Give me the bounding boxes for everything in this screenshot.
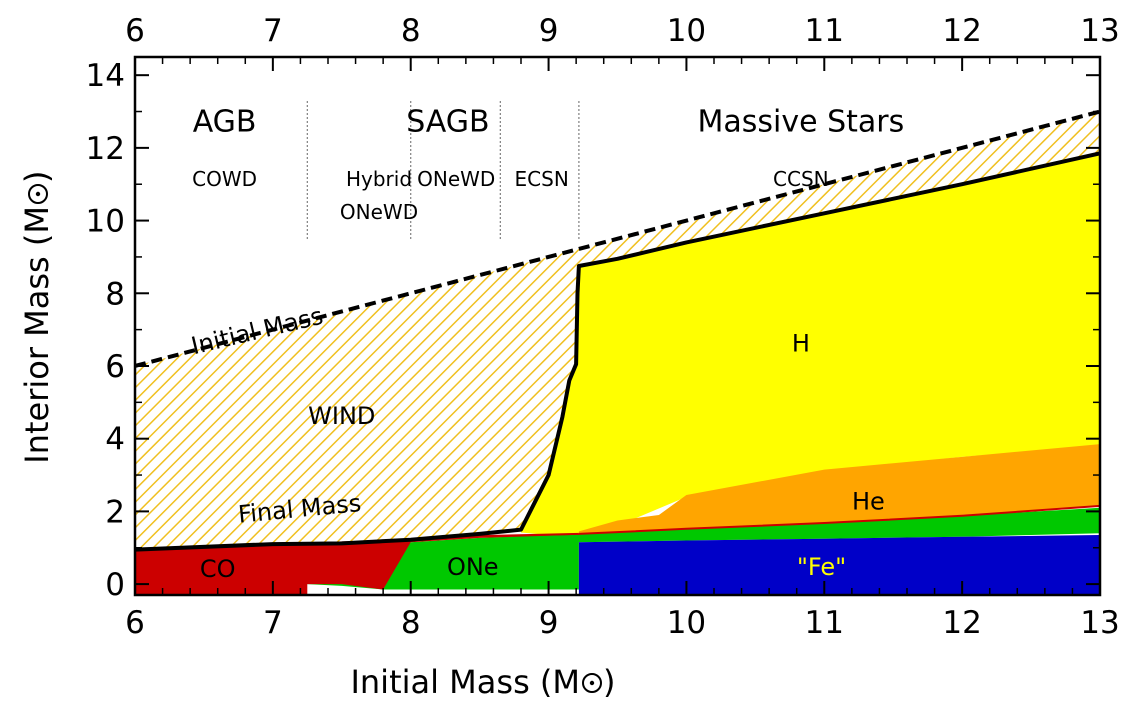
chart-axes: 6 6 7 7 8 8 9 9 10 10 11 11 12 12 13 13 0 2 4 6 8 10 12 14 Initi… [18,13,1120,701]
layer-label-fe: "Fe" [797,553,846,581]
wind-label: WIND [308,402,375,430]
region-title-agb: AGB [193,105,257,140]
y-tick-label: 12 [86,131,125,167]
x-tick-label-bottom: 13 [1080,605,1119,641]
x-tick-label-top: 11 [805,13,844,49]
layer-label-he: He [852,488,885,516]
y-tick-label: 4 [105,422,125,458]
plot-frame [133,55,1102,597]
x-axis-title-suffix: ) [603,663,615,701]
layer-co-area [135,533,579,595]
sun-symbol-x-dot [589,680,595,686]
sun-symbol-y-dot [35,191,41,197]
initial-mass-line [135,109,1100,368]
layer-label-h: H [792,329,810,357]
fate-label-cowd: COWD [192,167,257,191]
he-core-boundary-line [578,504,1100,535]
y-axis-title-group: Interior Mass (M) [18,171,56,464]
fate-label-hybrid: Hybrid [346,167,412,191]
x-tick-label-bottom: 11 [805,605,844,641]
layer-label-co: CO [200,555,236,583]
y-tick-label: 6 [105,349,125,385]
fate-label-onewd: ONeWD [417,167,495,191]
layer-label-one: ONe [447,553,499,581]
x-tick-label-top: 8 [401,13,421,49]
layer-he-area [578,444,1100,534]
fate-label-ccsn: CCSN [773,167,829,191]
sun-symbol-x [582,673,602,693]
x-tick-label-bottom: 8 [401,605,421,641]
layer-fe-area [578,535,1100,595]
region-title-massive-stars: Massive Stars [697,105,904,140]
x-axis-title: Initial Mass (M [350,663,580,701]
x-tick-label-bottom: 10 [667,605,706,641]
x-tick-label-bottom: 7 [263,605,283,641]
sun-symbol-y [28,184,48,204]
y-tick-label: 2 [105,494,125,530]
fate-label-ecsn: ECSN [515,167,569,191]
final-mass-line [135,151,1100,552]
x-tick-label-top: 7 [263,13,283,49]
y-tick-label: 14 [86,58,125,94]
y-axis-title: Interior Mass (M [18,206,56,464]
y-tick-label: 0 [105,567,125,603]
y-tick-label: 8 [105,276,125,312]
x-tick-label-top: 6 [125,13,145,49]
x-tick-label-bottom: 12 [942,605,981,641]
fate-label-onewd: ONeWD [340,200,418,224]
y-axis-title-suffix: ) [18,171,56,183]
x-tick-label-top: 13 [1080,13,1119,49]
region-title-sagb: SAGB [406,105,489,140]
x-tick-label-bottom: 9 [539,605,559,641]
x-tick-label-bottom: 6 [125,605,145,641]
x-tick-label-top: 12 [942,13,981,49]
wind-region [135,111,1100,550]
y-tick-label: 10 [86,204,125,240]
x-tick-label-top: 9 [539,13,559,49]
x-tick-label-top: 10 [667,13,706,49]
layer-one-area [307,507,1100,590]
plot-area [135,100,1100,595]
